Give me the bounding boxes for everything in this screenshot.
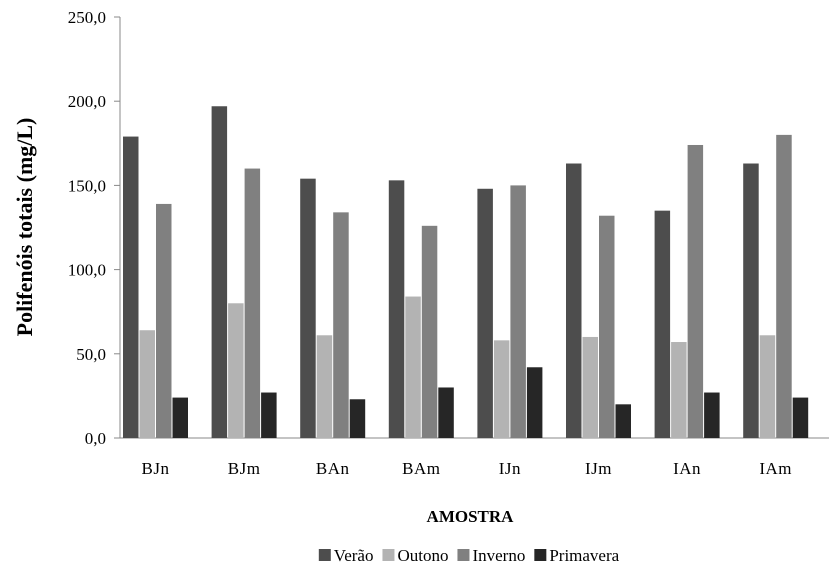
x-tick-label: IAm: [759, 459, 792, 478]
bar-BJn-inverno: [156, 203, 172, 438]
bar-IAn-verão: [654, 210, 671, 438]
legend-swatch: [534, 549, 547, 561]
bar-series: [123, 106, 809, 438]
bar-BJm-primavera: [261, 392, 277, 438]
legend-label: Outono: [397, 546, 448, 565]
bar-BJn-outono: [139, 330, 155, 438]
bar-BAn-primavera: [349, 399, 366, 438]
bar-IJn-outono: [493, 340, 510, 438]
bar-IJn-inverno: [510, 185, 526, 438]
legend-swatch: [382, 549, 395, 561]
bar-BJm-verão: [211, 106, 228, 438]
bar-IAn-inverno: [687, 144, 704, 438]
bar-BAm-primavera: [438, 387, 454, 438]
bar-IAn-primavera: [704, 392, 720, 438]
bar-IAm-primavera: [792, 397, 809, 438]
legend-item: Verão: [318, 546, 374, 565]
bar-BAm-outono: [405, 296, 421, 438]
bar-BJm-outono: [228, 303, 244, 438]
y-tick-label: 150,0: [68, 176, 106, 195]
x-tick-label: IJm: [585, 459, 612, 478]
y-tick-label: 100,0: [68, 261, 106, 280]
bar-BAm-verão: [388, 180, 405, 438]
x-tick-label: BAm: [402, 459, 440, 478]
bar-IJm-outono: [582, 336, 598, 438]
bar-IAm-inverno: [776, 134, 792, 438]
legend-item: Inverno: [457, 546, 525, 565]
legend-label: Verão: [334, 546, 374, 565]
x-axis-title: AMOSTRA: [427, 507, 515, 526]
bar-IJm-verão: [566, 163, 582, 438]
bar-BAn-verão: [300, 178, 316, 438]
bar-BAm-inverno: [421, 225, 438, 438]
x-tick-labels: BJn BJm BAn BAm IJn IJm IAn IAm: [142, 459, 792, 478]
bar-IJm-primavera: [615, 404, 631, 438]
legend-item: Outono: [382, 546, 448, 565]
x-tick-label: BAn: [316, 459, 350, 478]
legend-item: Primavera: [534, 546, 620, 565]
legend-label: Inverno: [472, 546, 525, 565]
bar-BAn-inverno: [333, 212, 349, 438]
bar-BJn-verão: [123, 136, 139, 438]
bar-IJn-primavera: [526, 367, 543, 438]
y-tick-label: 250,0: [68, 8, 106, 27]
bar-BJm-inverno: [244, 168, 261, 438]
y-tick-label: 0,0: [85, 429, 106, 448]
bar-IJn-verão: [477, 188, 493, 438]
y-tick-label: 200,0: [68, 92, 106, 111]
bar-IAn-outono: [671, 342, 687, 438]
legend-swatch: [457, 549, 470, 561]
legend: Verão Outono Inverno Primavera: [318, 546, 620, 565]
bar-BJn-primavera: [172, 397, 188, 438]
x-tick-label: BJn: [142, 459, 170, 478]
y-axis-title: Polifenóis totais (mg/L): [12, 118, 37, 337]
bar-BAn-outono: [316, 335, 333, 438]
legend-label: Primavera: [549, 546, 619, 565]
bar-IAm-outono: [759, 335, 776, 438]
y-tick-labels: 0,0 50,0 100,0 150,0 200,0 250,0: [68, 8, 120, 448]
legend-swatch: [318, 549, 331, 561]
x-tick-label: IAn: [673, 459, 701, 478]
x-tick-label: IJn: [499, 459, 521, 478]
bar-IAm-verão: [743, 163, 759, 438]
bar-IJm-inverno: [599, 215, 615, 438]
y-tick-label: 50,0: [76, 345, 106, 364]
x-tick-label: BJm: [228, 459, 261, 478]
